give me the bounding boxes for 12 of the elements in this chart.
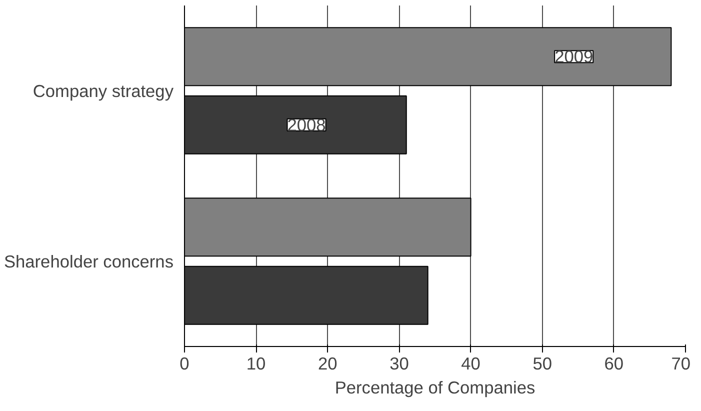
- x-tick-label: 60: [604, 354, 624, 374]
- x-tick-label: 20: [318, 354, 338, 374]
- x-tick-label: 50: [532, 354, 552, 374]
- x-axis-title: Percentage of Companies: [334, 378, 536, 398]
- x-tick-label: 30: [390, 354, 409, 374]
- x-tick-label: 0: [180, 354, 190, 374]
- x-tick-label: 10: [246, 354, 266, 374]
- x-tick-label: 40: [461, 354, 480, 374]
- y-tick-label: Company strategy: [32, 80, 174, 101]
- series-label: 2008: [287, 114, 326, 135]
- y-tick-label: Shareholder concerns: [4, 251, 174, 272]
- x-tick-label: 70: [671, 354, 691, 374]
